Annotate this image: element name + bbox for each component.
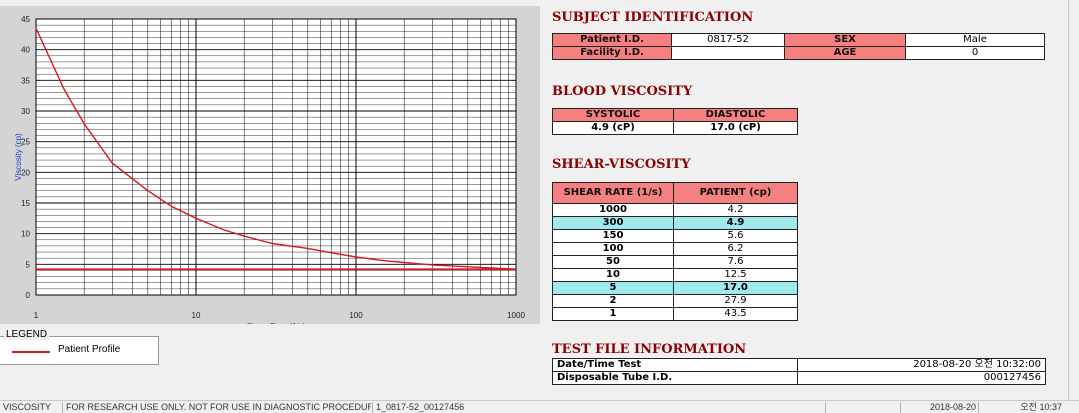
patient-cp-cell: 12.5 <box>673 268 798 282</box>
y-tick-label: 25 <box>21 138 30 147</box>
y-tick-label: 45 <box>21 15 30 24</box>
shear-table: SHEAR RATE (1/s) PATIENT (cp) 1000 4.2 300… <box>552 182 798 321</box>
shear-rate-cell: 150 <box>552 229 674 243</box>
shear-rate-cell: 1 <box>552 307 674 321</box>
patient-id-value: 0817-52 <box>671 33 785 47</box>
status-bar: VISCOSITY FOR RESEARCH USE ONLY. NOT FOR… <box>0 400 1079 413</box>
viscosity-chart-panel: 0 5 10 15 20 25 30 35 40 45 1 10 100 1000 Shear Rate (… <box>0 6 540 324</box>
y-tick-label: 40 <box>21 46 30 55</box>
patient-cp-cell: 6.2 <box>673 242 798 256</box>
tube-id-value: 000127456 <box>797 371 1046 385</box>
shear-rate-header: SHEAR RATE (1/s) <box>552 182 674 204</box>
subject-title: SUBJECT IDENTIFICATION <box>552 10 754 25</box>
testfile-title: TEST FILE INFORMATION <box>552 342 747 357</box>
shear-rate-cell: 2 <box>552 294 674 308</box>
series-line <box>35 27 517 270</box>
patient-id-label: Patient I.D. <box>552 33 672 47</box>
sex-value: Male <box>905 33 1045 47</box>
testfile-table: Date/Time Test 2018-08-20 오전 10:32:00 Di… <box>552 358 1046 385</box>
shear-row: 150 5.6 <box>552 229 798 243</box>
shear-rate-cell: 10 <box>552 268 674 282</box>
shear-row: 100 6.2 <box>552 242 798 256</box>
shear-row: 10 12.5 <box>552 268 798 282</box>
sex-label: SEX <box>784 33 906 47</box>
plot-area <box>35 18 517 296</box>
x-tick-label: 100 <box>349 311 363 320</box>
patient-cp-cell: 17.0 <box>673 281 798 295</box>
datetime-value: 2018-08-20 오전 10:32:00 <box>797 358 1046 372</box>
diastolic-value: 17.0 (cP) <box>673 121 798 135</box>
patient-cp-cell: 4.2 <box>673 203 798 217</box>
age-value: 0 <box>905 46 1045 60</box>
x-tick-label: 10 <box>192 311 201 320</box>
facility-id-label: Facility I.D. <box>552 46 672 60</box>
shear-title: SHEAR-VISCOSITY <box>552 157 691 172</box>
status-notice: FOR RESEARCH USE ONLY. NOT FOR USE IN DI… <box>62 402 371 413</box>
age-label: AGE <box>784 46 906 60</box>
shear-rate-cell: 1000 <box>552 203 674 217</box>
x-axis-label: Shear Rate (1/s) <box>247 322 306 324</box>
patient-cp-cell: 7.6 <box>673 255 798 269</box>
y-tick-label: 5 <box>26 260 31 269</box>
systolic-label: SYSTOLIC <box>552 108 674 122</box>
datetime-label: Date/Time Test <box>552 358 798 372</box>
shear-rate-cell: 50 <box>552 255 674 269</box>
shear-row: 5 17.0 <box>552 281 798 295</box>
patient-cp-header: PATIENT (cp) <box>673 182 798 204</box>
y-tick-label: 10 <box>21 230 30 239</box>
y-tick-label: 15 <box>21 199 30 208</box>
legend-title: LEGEND <box>4 329 50 340</box>
systolic-value: 4.9 (cP) <box>552 121 674 135</box>
y-axis-label: Viscosity (cp) <box>14 133 23 181</box>
status-time: 오전 10:37 <box>978 402 1062 413</box>
y-tick-label: 20 <box>21 168 30 177</box>
viscosity-chart: 0 5 10 15 20 25 30 35 40 45 1 10 100 1000 Shear Rate (… <box>14 15 525 324</box>
subject-table: Patient I.D. 0817-52 SEX Male Facility I… <box>552 33 1045 60</box>
shear-rate-cell: 100 <box>552 242 674 256</box>
shear-row: 300 4.9 <box>552 216 798 230</box>
legend-label: Patient Profile <box>58 344 121 355</box>
shear-rate-cell: 300 <box>552 216 674 230</box>
patient-cp-cell: 5.6 <box>673 229 798 243</box>
diastolic-label: DIASTOLIC <box>673 108 798 122</box>
status-left: VISCOSITY <box>3 402 52 412</box>
window-right-edge <box>1068 0 1079 400</box>
status-file: 1_0817-52_00127456 <box>372 402 822 413</box>
patient-cp-cell: 43.5 <box>673 307 798 321</box>
shear-rate-cell: 5 <box>552 281 674 295</box>
status-date: 2018-08-20 <box>900 402 976 413</box>
x-tick-label: 1 <box>34 311 39 320</box>
y-tick-label: 35 <box>21 76 30 85</box>
shear-row: 1 43.5 <box>552 307 798 321</box>
status-empty <box>825 402 899 413</box>
y-tick-label: 0 <box>26 291 31 300</box>
patient-cp-cell: 27.9 <box>673 294 798 308</box>
shear-row: 2 27.9 <box>552 294 798 308</box>
facility-id-value <box>671 46 785 60</box>
x-tick-label: 1000 <box>507 311 525 320</box>
legend-box: LEGEND Patient Profile <box>0 329 159 365</box>
tube-id-label: Disposable Tube I.D. <box>552 371 798 385</box>
y-tick-label: 30 <box>21 107 30 116</box>
blood-title: BLOOD VISCOSITY <box>552 84 693 99</box>
shear-row: 1000 4.2 <box>552 203 798 217</box>
patient-cp-cell: 4.9 <box>673 216 798 230</box>
legend-line-swatch <box>12 351 50 353</box>
blood-table: SYSTOLIC DIASTOLIC 4.9 (cP) 17.0 (cP) <box>552 108 798 135</box>
shear-row: 50 7.6 <box>552 255 798 269</box>
